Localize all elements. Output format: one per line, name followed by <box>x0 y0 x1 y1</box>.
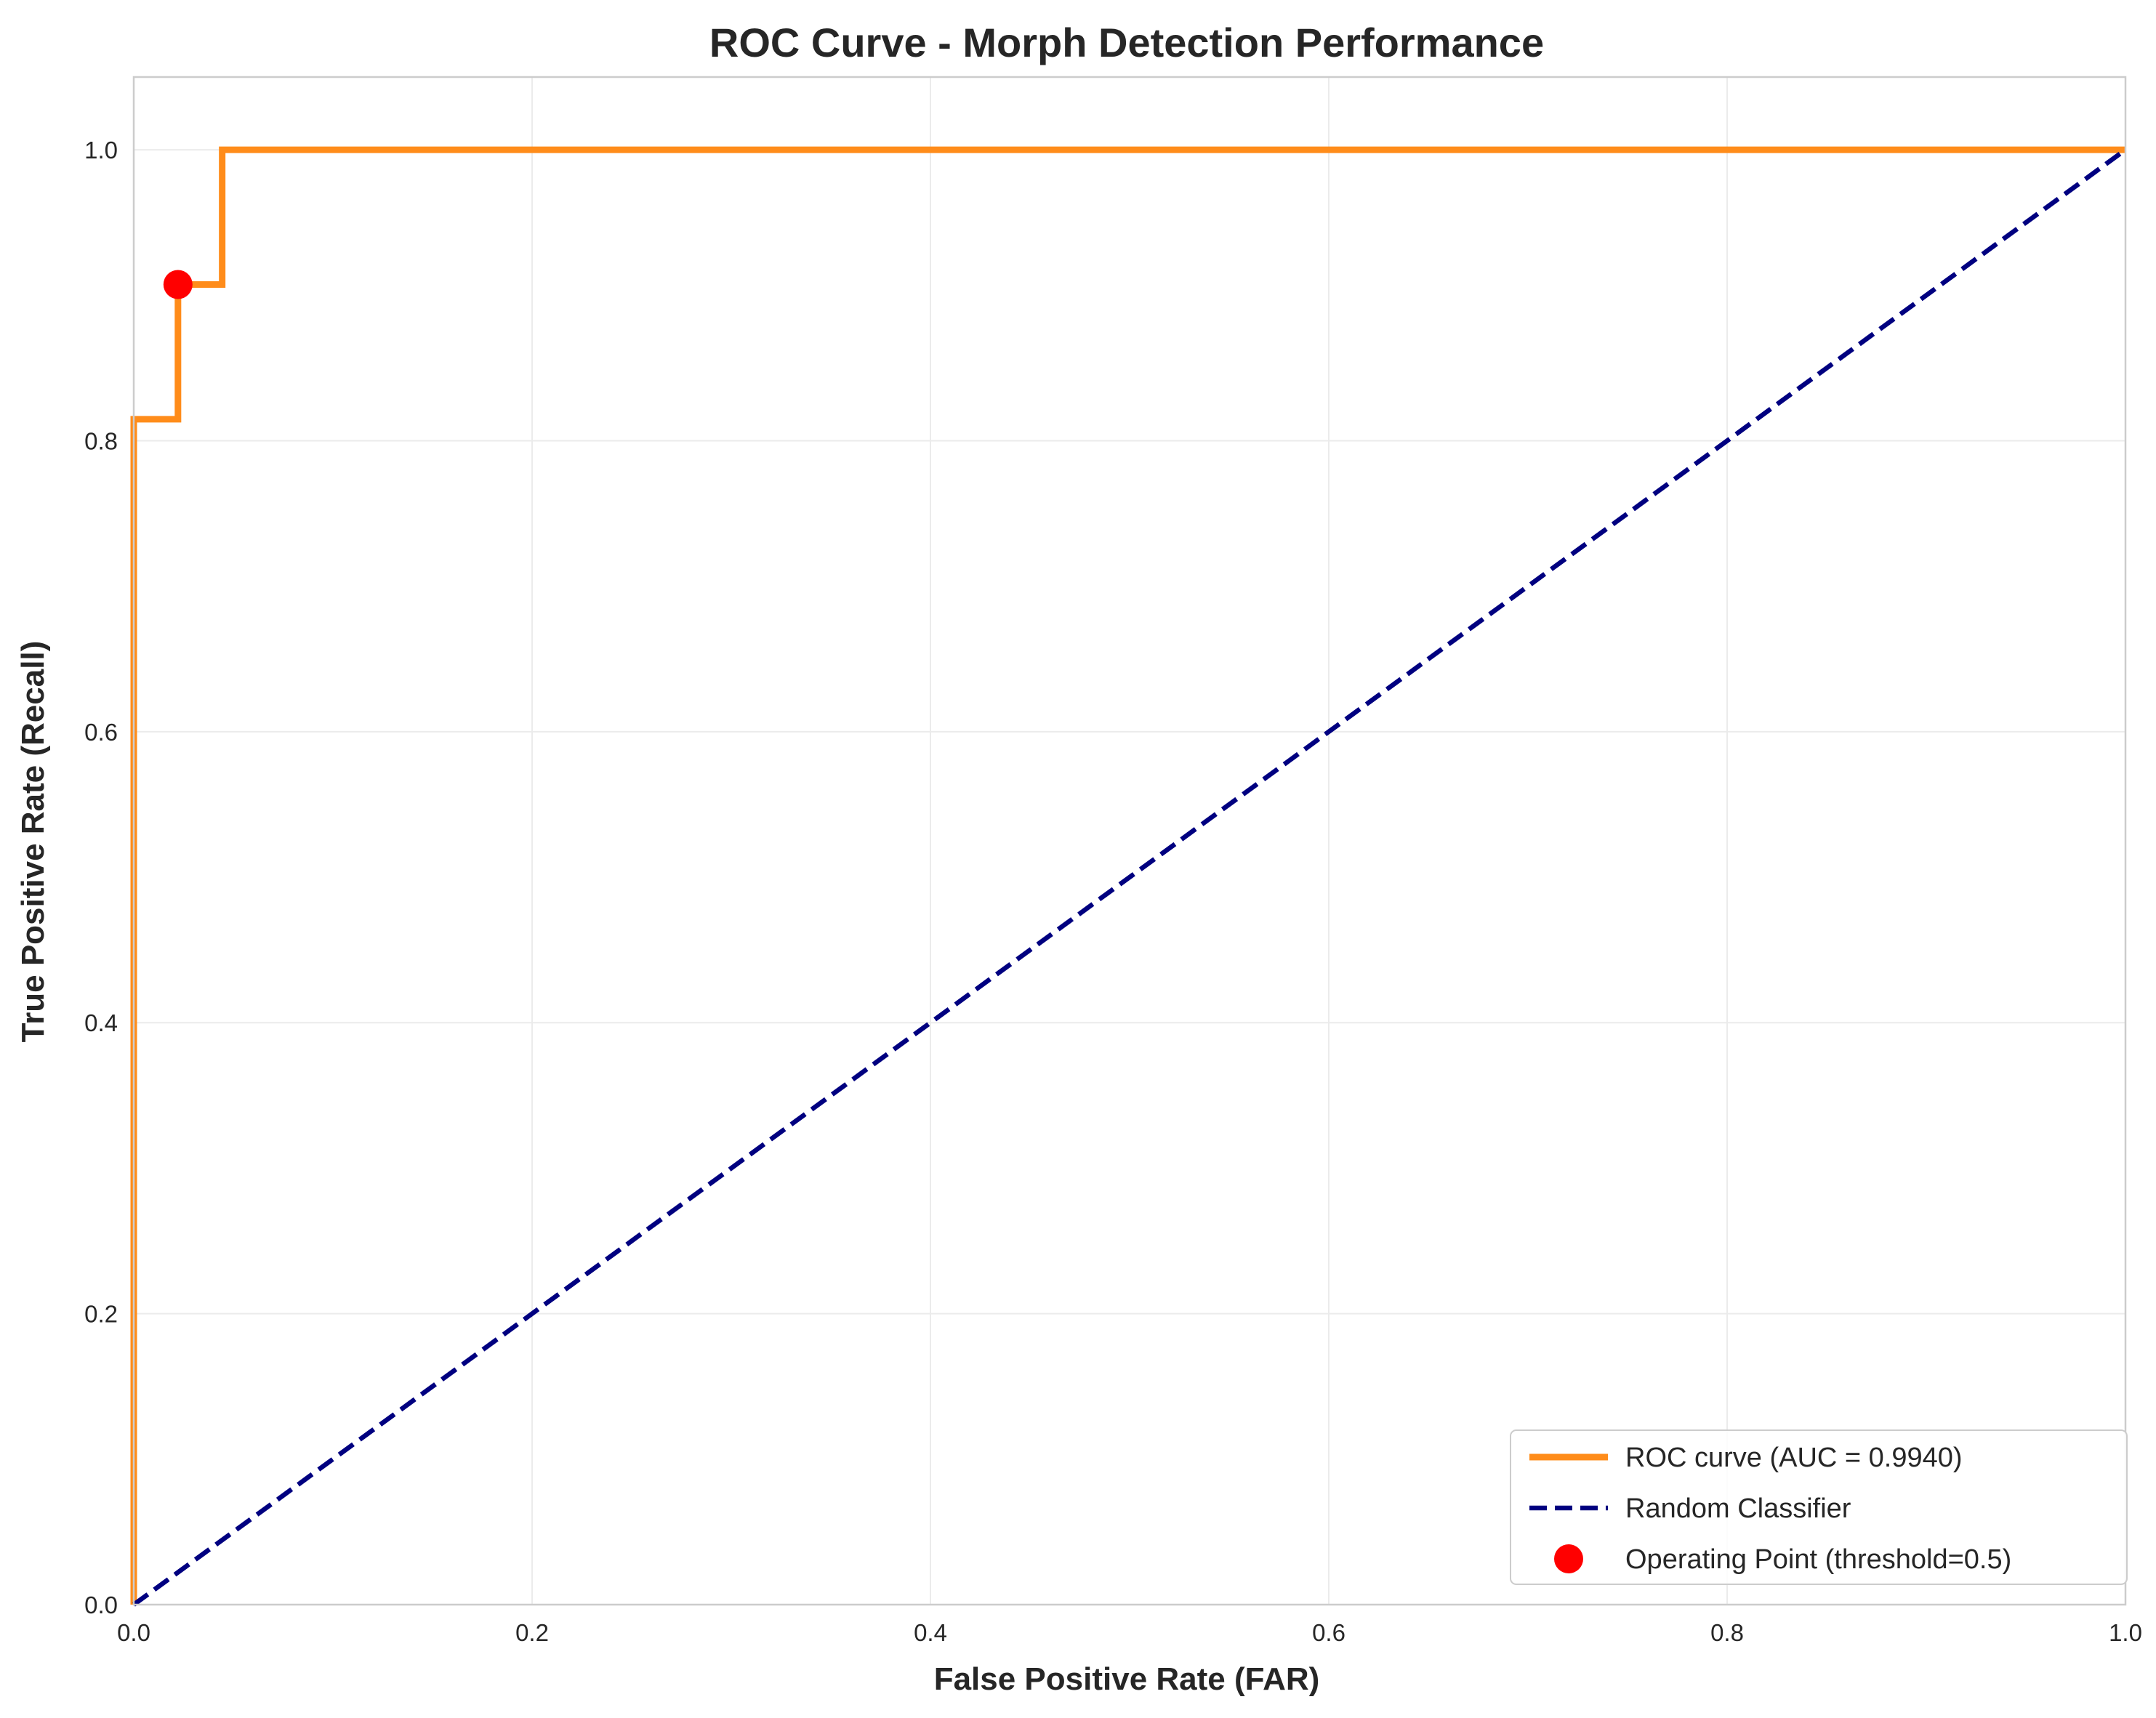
random-classifier-line <box>132 148 2127 1607</box>
y-tick-label: 0.4 <box>84 1009 118 1036</box>
legend-operating-point-swatch <box>1554 1544 1583 1573</box>
legend-random-label: Random Classifier <box>1625 1493 1851 1524</box>
legend: ROC curve (AUC = 0.9940) Random Classifie… <box>1510 1429 2128 1585</box>
x-tick-label: 0.8 <box>1710 1619 1744 1646</box>
y-tick-label: 0.0 <box>84 1592 118 1618</box>
legend-roc-label: ROC curve (AUC = 0.9940) <box>1625 1443 1963 1473</box>
y-axis-label: True Positive Rate (Recall) <box>15 641 51 1043</box>
y-tick-label: 1.0 <box>84 137 118 164</box>
operating-point-marker <box>163 270 193 299</box>
x-tick-label: 0.6 <box>1312 1619 1346 1646</box>
tick-labels: 0.0 0.2 0.4 0.6 0.8 1.0 0.0 0.2 0.4 0.6 0.8 1.0 <box>84 137 2142 1646</box>
grid <box>133 77 2126 1605</box>
y-tick-label: 0.2 <box>84 1301 118 1328</box>
x-tick-label: 0.4 <box>914 1619 947 1646</box>
legend-box <box>1510 1429 2128 1585</box>
x-tick-label: 0.2 <box>515 1619 549 1646</box>
x-tick-label: 0.0 <box>117 1619 150 1646</box>
legend-operating-point-label: Operating Point (threshold=0.5) <box>1625 1544 2011 1575</box>
x-tick-label: 1.0 <box>2109 1619 2142 1646</box>
chart-title: ROC Curve - Morph Detection Performance <box>709 20 1544 65</box>
y-tick-label: 0.8 <box>84 427 118 454</box>
y-tick-label: 0.6 <box>84 719 118 746</box>
x-axis-label: False Positive Rate (FAR) <box>934 1661 1320 1697</box>
plot-frame <box>132 76 2127 1606</box>
